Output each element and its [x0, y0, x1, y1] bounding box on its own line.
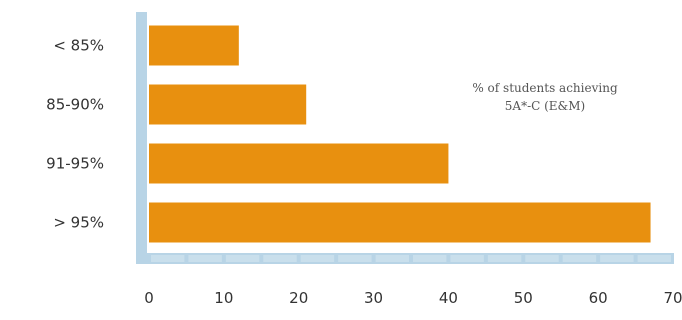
category-label-2: 91-95%: [46, 155, 104, 173]
annotation-line-1: % of students achieving: [472, 81, 618, 95]
category-label-1: 85-90%: [46, 96, 104, 114]
category-labels: < 85% 85-90% 91-95% > 95%: [46, 37, 104, 232]
tick-labels: 0 10 20 30 40 50 60 70: [144, 289, 682, 307]
tick-label-0: 0: [144, 289, 154, 307]
tick-label-70: 70: [663, 289, 682, 307]
axis-segment: [413, 255, 447, 262]
axis-segment: [487, 255, 522, 262]
bar-2: [149, 143, 449, 184]
tick-label-30: 30: [364, 289, 383, 307]
category-label-3: > 95%: [53, 214, 104, 232]
tick-label-40: 40: [439, 289, 458, 307]
axis-segment: [151, 255, 185, 262]
axis-segment: [300, 255, 335, 262]
axis-segment: [450, 255, 484, 262]
category-label-0: < 85%: [53, 37, 104, 55]
annotation-line-2: 5A*-C (E&M): [505, 99, 585, 113]
axis-segment: [263, 255, 297, 262]
axis-segment: [188, 255, 222, 262]
y-axis: [136, 12, 147, 260]
bars: [149, 25, 651, 243]
axis-segment: [375, 255, 409, 262]
bar-1: [149, 84, 307, 125]
axis-segment: [562, 255, 597, 262]
axis-segment: [637, 255, 671, 262]
axis-segment: [600, 255, 634, 262]
tick-label-60: 60: [589, 289, 608, 307]
tick-label-50: 50: [514, 289, 533, 307]
x-axis-segments: [151, 255, 671, 262]
tick-label-20: 20: [289, 289, 308, 307]
bar-0: [149, 25, 239, 66]
axis-segment: [525, 255, 559, 262]
tick-label-10: 10: [214, 289, 233, 307]
axis-segment: [338, 255, 372, 262]
bar-3: [149, 202, 651, 243]
axis-segment: [225, 255, 260, 262]
